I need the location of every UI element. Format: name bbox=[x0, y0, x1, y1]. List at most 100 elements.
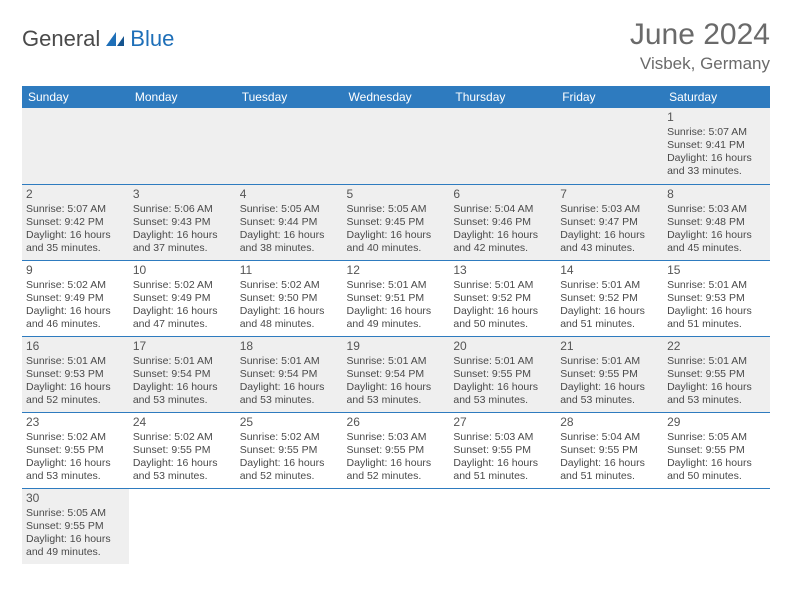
calendar-cell-empty bbox=[449, 108, 556, 184]
daylight-line: Daylight: 16 hours bbox=[26, 305, 125, 318]
daylight-line2: and 53 minutes. bbox=[240, 394, 339, 407]
sunset-line: Sunset: 9:46 PM bbox=[453, 216, 552, 229]
sunset-line: Sunset: 9:41 PM bbox=[667, 139, 766, 152]
day-number: 4 bbox=[240, 187, 339, 202]
daylight-line: Daylight: 16 hours bbox=[347, 381, 446, 394]
sunrise-line: Sunrise: 5:03 AM bbox=[560, 203, 659, 216]
daylight-line: Daylight: 16 hours bbox=[667, 152, 766, 165]
sunset-line: Sunset: 9:49 PM bbox=[26, 292, 125, 305]
daylight-line2: and 49 minutes. bbox=[26, 546, 125, 559]
daylight-line: Daylight: 16 hours bbox=[453, 229, 552, 242]
day-number: 26 bbox=[347, 415, 446, 430]
sunset-line: Sunset: 9:55 PM bbox=[133, 444, 232, 457]
header: General Blue June 2024 Visbek, Germany bbox=[22, 18, 770, 74]
sunrise-line: Sunrise: 5:04 AM bbox=[560, 431, 659, 444]
sunrise-line: Sunrise: 5:06 AM bbox=[133, 203, 232, 216]
day-number: 2 bbox=[26, 187, 125, 202]
day-number: 17 bbox=[133, 339, 232, 354]
sunset-line: Sunset: 9:54 PM bbox=[347, 368, 446, 381]
calendar-cell: 17Sunrise: 5:01 AMSunset: 9:54 PMDayligh… bbox=[129, 336, 236, 412]
daylight-line2: and 50 minutes. bbox=[453, 318, 552, 331]
daylight-line: Daylight: 16 hours bbox=[453, 457, 552, 470]
sunset-line: Sunset: 9:51 PM bbox=[347, 292, 446, 305]
calendar-cell-empty bbox=[343, 108, 450, 184]
calendar-cell-empty bbox=[556, 488, 663, 564]
calendar-cell-empty bbox=[449, 488, 556, 564]
sunrise-line: Sunrise: 5:05 AM bbox=[26, 507, 125, 520]
calendar-cell: 22Sunrise: 5:01 AMSunset: 9:55 PMDayligh… bbox=[663, 336, 770, 412]
day-number: 25 bbox=[240, 415, 339, 430]
daylight-line2: and 33 minutes. bbox=[667, 165, 766, 178]
daylight-line: Daylight: 16 hours bbox=[240, 457, 339, 470]
calendar-cell-empty bbox=[663, 488, 770, 564]
sunrise-line: Sunrise: 5:02 AM bbox=[26, 431, 125, 444]
calendar-cell: 21Sunrise: 5:01 AMSunset: 9:55 PMDayligh… bbox=[556, 336, 663, 412]
calendar-cell: 12Sunrise: 5:01 AMSunset: 9:51 PMDayligh… bbox=[343, 260, 450, 336]
sunrise-line: Sunrise: 5:01 AM bbox=[26, 355, 125, 368]
daylight-line: Daylight: 16 hours bbox=[133, 381, 232, 394]
sunset-line: Sunset: 9:44 PM bbox=[240, 216, 339, 229]
sunrise-line: Sunrise: 5:04 AM bbox=[453, 203, 552, 216]
calendar-cell: 7Sunrise: 5:03 AMSunset: 9:47 PMDaylight… bbox=[556, 184, 663, 260]
day-number: 12 bbox=[347, 263, 446, 278]
sunset-line: Sunset: 9:55 PM bbox=[667, 368, 766, 381]
calendar-row: 1Sunrise: 5:07 AMSunset: 9:41 PMDaylight… bbox=[22, 108, 770, 184]
calendar-cell: 29Sunrise: 5:05 AMSunset: 9:55 PMDayligh… bbox=[663, 412, 770, 488]
daylight-line2: and 51 minutes. bbox=[667, 318, 766, 331]
day-header-row: SundayMondayTuesdayWednesdayThursdayFrid… bbox=[22, 86, 770, 108]
day-number: 28 bbox=[560, 415, 659, 430]
daylight-line2: and 51 minutes. bbox=[560, 470, 659, 483]
sunset-line: Sunset: 9:55 PM bbox=[26, 520, 125, 533]
daylight-line2: and 53 minutes. bbox=[26, 470, 125, 483]
sunrise-line: Sunrise: 5:01 AM bbox=[453, 355, 552, 368]
daylight-line: Daylight: 16 hours bbox=[133, 305, 232, 318]
sunset-line: Sunset: 9:53 PM bbox=[667, 292, 766, 305]
sunrise-line: Sunrise: 5:03 AM bbox=[453, 431, 552, 444]
daylight-line2: and 51 minutes. bbox=[560, 318, 659, 331]
brand-logo: General Blue bbox=[22, 26, 174, 52]
daylight-line2: and 46 minutes. bbox=[26, 318, 125, 331]
sunrise-line: Sunrise: 5:01 AM bbox=[560, 279, 659, 292]
daylight-line2: and 40 minutes. bbox=[347, 242, 446, 255]
day-number: 24 bbox=[133, 415, 232, 430]
daylight-line: Daylight: 16 hours bbox=[560, 381, 659, 394]
daylight-line2: and 42 minutes. bbox=[453, 242, 552, 255]
daylight-line2: and 49 minutes. bbox=[347, 318, 446, 331]
daylight-line2: and 53 minutes. bbox=[133, 394, 232, 407]
day-number: 10 bbox=[133, 263, 232, 278]
day-number: 22 bbox=[667, 339, 766, 354]
calendar-cell-empty bbox=[343, 488, 450, 564]
daylight-line: Daylight: 16 hours bbox=[240, 381, 339, 394]
sunrise-line: Sunrise: 5:05 AM bbox=[667, 431, 766, 444]
calendar-cell-empty bbox=[129, 108, 236, 184]
calendar-cell: 30Sunrise: 5:05 AMSunset: 9:55 PMDayligh… bbox=[22, 488, 129, 564]
calendar-cell: 13Sunrise: 5:01 AMSunset: 9:52 PMDayligh… bbox=[449, 260, 556, 336]
day-header: Monday bbox=[129, 86, 236, 108]
sunset-line: Sunset: 9:55 PM bbox=[560, 368, 659, 381]
daylight-line: Daylight: 16 hours bbox=[453, 381, 552, 394]
calendar-table: SundayMondayTuesdayWednesdayThursdayFrid… bbox=[22, 86, 770, 564]
daylight-line: Daylight: 16 hours bbox=[667, 305, 766, 318]
day-number: 3 bbox=[133, 187, 232, 202]
sunrise-line: Sunrise: 5:01 AM bbox=[347, 279, 446, 292]
sunset-line: Sunset: 9:55 PM bbox=[667, 444, 766, 457]
day-header: Sunday bbox=[22, 86, 129, 108]
sunset-line: Sunset: 9:54 PM bbox=[240, 368, 339, 381]
daylight-line2: and 48 minutes. bbox=[240, 318, 339, 331]
day-number: 27 bbox=[453, 415, 552, 430]
calendar-cell: 4Sunrise: 5:05 AMSunset: 9:44 PMDaylight… bbox=[236, 184, 343, 260]
daylight-line2: and 37 minutes. bbox=[133, 242, 232, 255]
daylight-line2: and 52 minutes. bbox=[347, 470, 446, 483]
calendar-cell-empty bbox=[556, 108, 663, 184]
calendar-cell: 14Sunrise: 5:01 AMSunset: 9:52 PMDayligh… bbox=[556, 260, 663, 336]
daylight-line: Daylight: 16 hours bbox=[560, 457, 659, 470]
sunrise-line: Sunrise: 5:01 AM bbox=[560, 355, 659, 368]
daylight-line: Daylight: 16 hours bbox=[347, 305, 446, 318]
calendar-cell: 11Sunrise: 5:02 AMSunset: 9:50 PMDayligh… bbox=[236, 260, 343, 336]
sunset-line: Sunset: 9:55 PM bbox=[26, 444, 125, 457]
sunset-line: Sunset: 9:48 PM bbox=[667, 216, 766, 229]
daylight-line: Daylight: 16 hours bbox=[667, 229, 766, 242]
calendar-cell: 28Sunrise: 5:04 AMSunset: 9:55 PMDayligh… bbox=[556, 412, 663, 488]
daylight-line: Daylight: 16 hours bbox=[26, 229, 125, 242]
brand-general: General bbox=[22, 26, 100, 52]
